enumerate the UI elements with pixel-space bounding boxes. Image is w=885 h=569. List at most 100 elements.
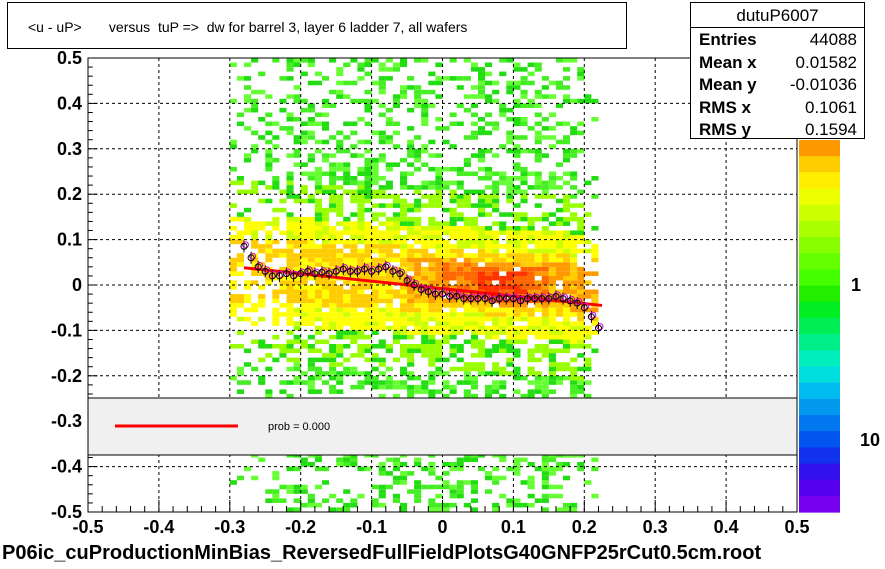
heatmap-cell — [435, 185, 443, 190]
heatmap-cell — [435, 257, 443, 263]
colorbar-segment — [799, 253, 840, 270]
heatmap-cell — [570, 339, 578, 345]
heatmap-cell — [513, 353, 521, 358]
heatmap-cell — [392, 244, 400, 249]
heatmap-cell — [392, 98, 400, 104]
heatmap-cell — [350, 498, 358, 503]
heatmap-cell — [322, 253, 330, 258]
heatmap-cell — [435, 189, 443, 195]
heatmap-cell — [385, 117, 393, 122]
heatmap-cell — [485, 203, 493, 208]
heatmap-cell — [527, 348, 535, 354]
heatmap-cell — [478, 321, 486, 326]
heatmap-cell — [555, 216, 563, 222]
heatmap-cell — [244, 98, 252, 104]
heatmap-cell — [314, 330, 322, 335]
heatmap-cell — [534, 94, 542, 99]
heatmap-cell — [563, 262, 571, 267]
profile-point — [275, 272, 283, 280]
heatmap-cell — [272, 180, 280, 186]
heatmap-cell — [421, 239, 429, 245]
heatmap-cell — [548, 316, 556, 322]
heatmap-cell — [407, 471, 415, 476]
heatmap-cell — [307, 298, 315, 304]
heatmap-cell — [577, 298, 585, 304]
heatmap-cell — [371, 357, 379, 363]
heatmap-cell — [300, 239, 308, 245]
heatmap-cell — [371, 98, 379, 104]
heatmap-cell — [478, 362, 486, 367]
heatmap-cell — [570, 266, 578, 272]
heatmap-cell — [279, 198, 287, 204]
profile-point — [368, 267, 376, 275]
heatmap-cell — [307, 362, 315, 367]
heatmap-cell — [548, 325, 556, 331]
heatmap-cell — [300, 457, 308, 463]
heatmap-cell — [314, 235, 322, 240]
heatmap-cell — [378, 262, 386, 267]
heatmap-cell — [286, 62, 294, 68]
heatmap-cell — [251, 366, 259, 372]
heatmap-cell — [541, 85, 549, 90]
heatmap-cell — [421, 303, 429, 308]
heatmap-cell — [470, 489, 478, 494]
heatmap-cell — [407, 162, 415, 167]
heatmap-cell — [279, 303, 287, 308]
heatmap-cell — [492, 330, 500, 335]
heatmap-cell — [258, 375, 266, 381]
heatmap-cell — [548, 253, 556, 258]
heatmap-cell — [364, 176, 372, 181]
heatmap-cell — [300, 139, 308, 145]
heatmap-cell — [527, 226, 535, 231]
heatmap-cell — [456, 303, 464, 308]
heatmap-cell — [229, 262, 237, 267]
heatmap-cell — [329, 266, 337, 272]
heatmap-cell — [470, 325, 478, 331]
heatmap-cell — [400, 285, 408, 290]
heatmap-cell — [499, 253, 507, 258]
heatmap-cell — [385, 316, 393, 322]
heatmap-cell — [293, 58, 301, 63]
heatmap-cell — [286, 489, 294, 494]
heatmap-cell — [286, 221, 294, 226]
heatmap-cell — [322, 126, 330, 131]
heatmap-cell — [421, 58, 429, 63]
heatmap-cell — [300, 321, 308, 326]
heatmap-cell — [251, 89, 259, 95]
heatmap-cell — [470, 257, 478, 263]
heatmap-cell — [286, 312, 294, 317]
heatmap-cell — [456, 316, 464, 322]
heatmap-cell — [244, 157, 252, 163]
heatmap-cell — [279, 248, 287, 254]
heatmap-cell — [343, 303, 351, 308]
heatmap-cell — [357, 280, 365, 285]
heatmap-cell — [591, 298, 599, 304]
heatmap-cell — [357, 253, 365, 258]
heatmap-cell — [570, 271, 578, 276]
heatmap-cell — [577, 316, 585, 322]
colorbar-label: 10 — [860, 430, 880, 450]
heatmap-cell — [307, 230, 315, 236]
heatmap-cell — [435, 389, 443, 394]
heatmap-cell — [541, 325, 549, 331]
heatmap-cell — [534, 257, 542, 263]
heatmap-cell — [499, 230, 507, 236]
heatmap-cell — [251, 244, 259, 249]
profile-point — [431, 290, 439, 298]
heatmap-cell — [272, 344, 280, 349]
heatmap-cell — [591, 248, 599, 254]
heatmap-cell — [506, 325, 514, 331]
heatmap-cell — [541, 185, 549, 190]
heatmap-cell — [414, 235, 422, 240]
heatmap-cell — [407, 226, 415, 231]
heatmap-cell — [435, 298, 443, 304]
heatmap-cell — [527, 148, 535, 154]
heatmap-cell — [591, 244, 599, 249]
heatmap-cell — [414, 325, 422, 331]
heatmap-cell — [499, 176, 507, 181]
heatmap-cell — [527, 266, 535, 272]
heatmap-cell — [449, 366, 457, 372]
heatmap-cell — [584, 280, 592, 285]
heatmap-cell — [513, 166, 521, 172]
heatmap-cell — [492, 98, 500, 104]
